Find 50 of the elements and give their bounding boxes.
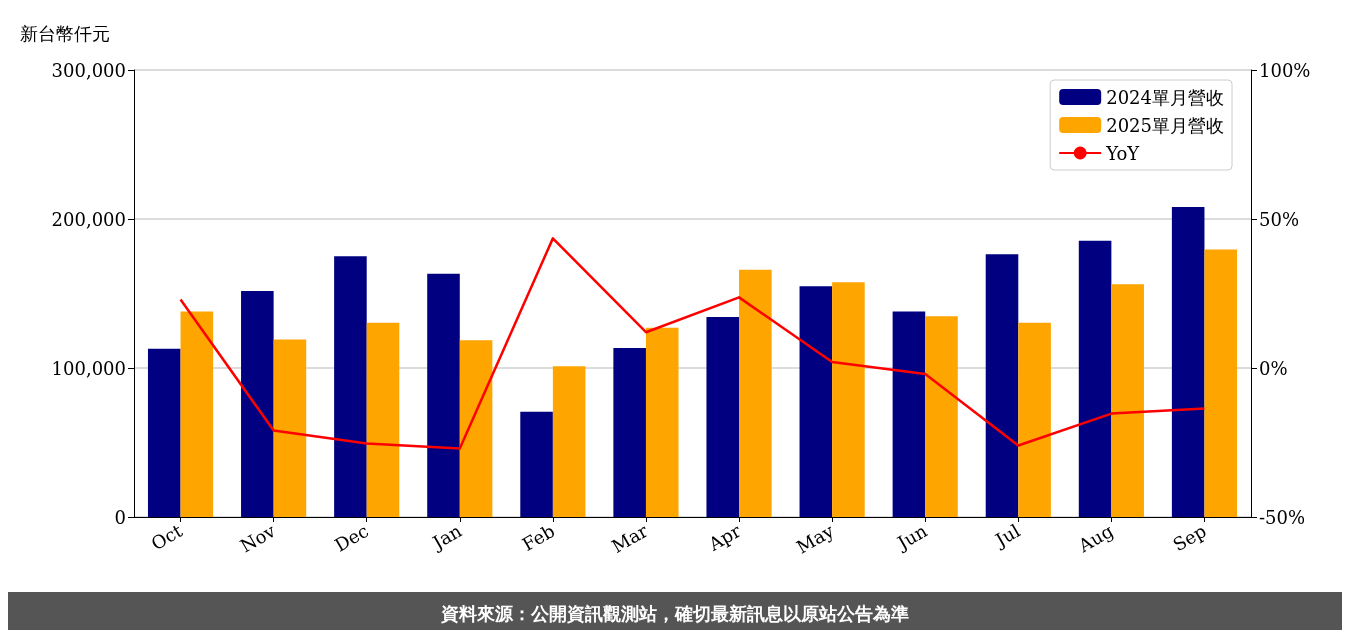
bar [520, 411, 553, 517]
x-tick-label: Oct [147, 519, 187, 555]
bar [334, 256, 367, 517]
bar [613, 348, 646, 517]
legend-label: YoY [1105, 142, 1141, 164]
bar [1204, 249, 1238, 517]
x-tick-label: Sep [1169, 519, 1210, 556]
x-tick-label: Mar [608, 519, 652, 557]
bar [799, 286, 833, 517]
bar [706, 317, 740, 517]
y-tick-label: 100,000 [51, 357, 126, 379]
y2-tick-label: 0% [1259, 357, 1288, 379]
bar [892, 311, 926, 517]
bar [366, 322, 400, 517]
x-tick-label: May [792, 519, 839, 558]
y2-tick-label: 50% [1259, 208, 1300, 230]
bar [985, 254, 1019, 517]
legend-label: 2024單月營收 [1106, 86, 1224, 108]
bar [241, 291, 274, 517]
bar [1171, 207, 1205, 517]
bar [273, 339, 307, 517]
bar [552, 366, 586, 517]
y-tick-label: 0 [114, 506, 126, 528]
line-series [179, 237, 1206, 450]
bar [832, 282, 865, 517]
bar [180, 311, 214, 517]
x-tick-label: Feb [518, 519, 559, 555]
bar [739, 269, 772, 517]
x-tick-label: Dec [331, 519, 372, 556]
source-note: 資料來源：公開資訊觀測站，確切最新訊息以原站公告為準 [440, 602, 909, 624]
y2-tick-label: -50% [1259, 506, 1306, 528]
bar [459, 340, 493, 517]
x-tick-label: Nov [236, 519, 280, 557]
x-tick-label: Jul [990, 519, 1024, 552]
x-tick-label: Apr [704, 519, 745, 556]
y-axis-title: 新台幣仟元 [20, 22, 110, 44]
bar [147, 348, 181, 517]
x-tick-label: Aug [1074, 519, 1117, 557]
y2-tick-label: 100% [1259, 59, 1311, 81]
bar [1018, 322, 1051, 517]
bar [645, 327, 679, 517]
legend-label: 2025單月營收 [1106, 114, 1224, 136]
bar [1111, 284, 1144, 517]
y-tick-label: 200,000 [51, 208, 126, 230]
bar [427, 273, 460, 517]
bar [925, 316, 958, 517]
y-tick-label: 300,000 [51, 59, 126, 81]
x-tick-label: Jun [891, 519, 931, 555]
x-tick-label: Jan [427, 519, 466, 554]
bar [1078, 240, 1112, 517]
